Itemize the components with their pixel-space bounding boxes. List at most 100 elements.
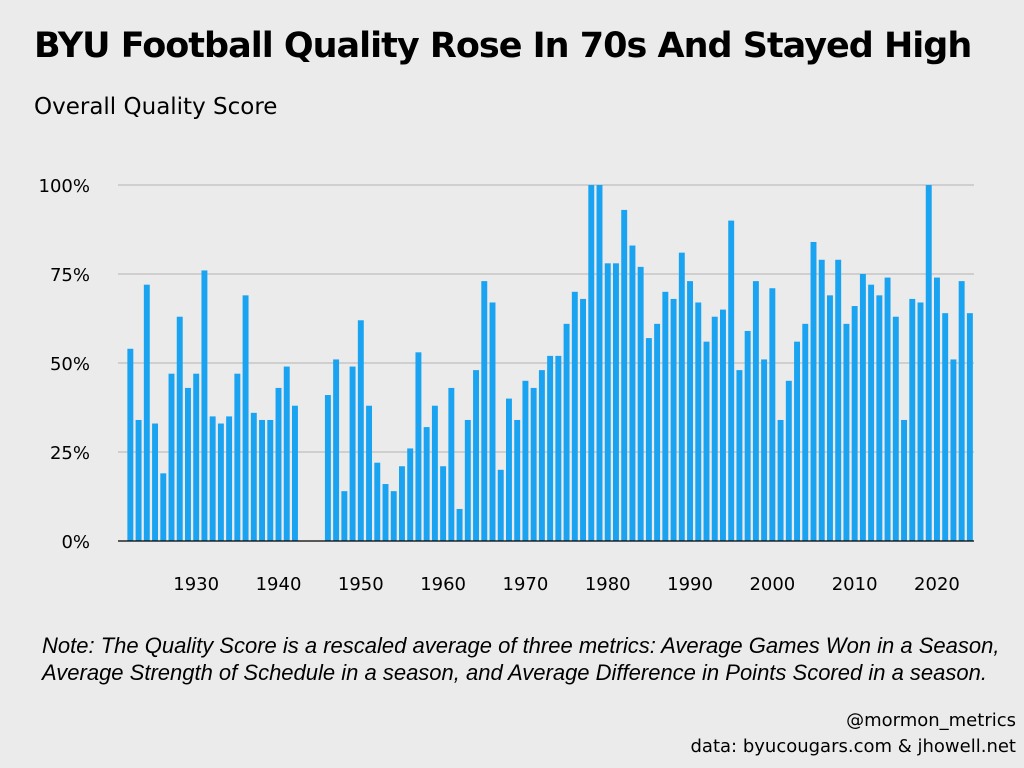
bar-1955 — [399, 466, 405, 541]
x-tick-label: 1970 — [503, 574, 549, 595]
bar-1995 — [728, 220, 735, 541]
y-tick-label: 0% — [61, 532, 90, 553]
bar-1949 — [349, 366, 356, 541]
y-tick-label: 50% — [50, 354, 90, 375]
bar-1966 — [489, 302, 496, 541]
bar-1971 — [530, 387, 537, 541]
bar-1964 — [473, 370, 480, 541]
bar-1992 — [703, 341, 710, 541]
bar-1940 — [275, 387, 282, 541]
x-tick-label: 2020 — [914, 574, 960, 595]
bar-1973 — [547, 355, 554, 541]
bar-2017 — [909, 298, 916, 541]
bar-2011 — [859, 274, 866, 541]
x-tick-label: 2010 — [832, 574, 878, 595]
bar-1942 — [292, 405, 298, 541]
bar-1961 — [448, 387, 455, 541]
bar-1997 — [744, 330, 751, 541]
bar-1978 — [588, 185, 595, 541]
bar-1935 — [234, 373, 241, 541]
bar-2013 — [876, 295, 883, 541]
bar-1952 — [374, 462, 381, 541]
y-tick-label: 75% — [50, 265, 90, 286]
bar-2015 — [892, 316, 899, 541]
bar-1993 — [711, 316, 718, 541]
bar-1962 — [456, 508, 463, 541]
bar-2020 — [934, 277, 940, 541]
bar-1987 — [662, 291, 669, 541]
bar-1950 — [357, 320, 364, 541]
bar-1925 — [152, 423, 159, 541]
bar-2006 — [818, 259, 825, 541]
chart-title: BYU Football Quality Rose In 70s And Sta… — [34, 26, 972, 66]
bar-1980 — [604, 263, 611, 541]
x-tick-label: 1950 — [338, 574, 384, 595]
bar-chart: 0% 25% 50% 75% 100% 1930 1940 1950 1960 1970 1980 1… — [39, 176, 974, 595]
bar-1953 — [382, 484, 389, 541]
bar-1960 — [440, 466, 447, 541]
bar-1985 — [645, 338, 652, 541]
x-tick-label: 2000 — [749, 574, 795, 595]
bar-2016 — [901, 419, 908, 541]
x-tick-label: 1980 — [585, 574, 631, 595]
bar-1972 — [538, 370, 545, 541]
bar-1941 — [283, 366, 290, 541]
x-tick-label: 1990 — [667, 574, 713, 595]
bar-1929 — [185, 387, 191, 541]
bar-1931 — [201, 270, 208, 541]
bars — [127, 185, 973, 542]
bar-1988 — [670, 298, 677, 541]
y-tick-label: 25% — [50, 443, 90, 464]
bar-1948 — [341, 491, 348, 541]
y-tick-label: 100% — [39, 176, 90, 197]
bar-1986 — [654, 323, 661, 541]
bar-1977 — [580, 298, 587, 541]
bar-1994 — [720, 309, 726, 541]
bar-1976 — [571, 291, 578, 541]
bar-1951 — [366, 405, 373, 541]
x-tick-label: 1960 — [420, 574, 466, 595]
bar-1924 — [143, 284, 150, 541]
bar-1926 — [160, 473, 167, 541]
bar-1969 — [514, 419, 521, 541]
bar-1983 — [629, 245, 636, 541]
bar-1947 — [333, 359, 340, 541]
bar-1957 — [415, 352, 422, 541]
data-source: data: byucougars.com & jhowell.net — [690, 736, 1017, 757]
bar-2005 — [810, 241, 817, 541]
bar-1967 — [497, 469, 504, 541]
bar-2003 — [794, 341, 801, 541]
bar-1996 — [736, 370, 743, 541]
bar-1939 — [267, 419, 274, 541]
bar-2010 — [851, 306, 858, 541]
bar-2021 — [942, 313, 949, 541]
bar-1984 — [637, 266, 644, 541]
bar-1954 — [390, 491, 397, 541]
bar-1946 — [324, 395, 331, 541]
bar-1956 — [407, 448, 414, 541]
bar-2004 — [802, 323, 809, 541]
x-tick-label: 1940 — [256, 574, 302, 595]
bar-2002 — [785, 380, 792, 541]
bar-1959 — [431, 405, 438, 541]
bar-2019 — [925, 185, 932, 541]
bar-1934 — [226, 416, 233, 541]
bar-1922 — [127, 348, 134, 541]
bar-1936 — [242, 295, 249, 541]
methodology-note: Note: The Quality Score is a rescaled av… — [42, 633, 1000, 685]
bar-1981 — [613, 263, 619, 541]
bar-2001 — [777, 419, 784, 541]
bar-1991 — [695, 302, 702, 541]
bar-2012 — [868, 284, 875, 541]
bar-1963 — [464, 419, 471, 541]
bar-1933 — [217, 423, 224, 541]
bar-1923 — [135, 419, 142, 541]
bar-1928 — [176, 316, 183, 541]
x-tick-label: 1930 — [173, 574, 219, 595]
bar-1965 — [481, 281, 488, 541]
axes: 0% 25% 50% 75% 100% 1930 1940 1950 1960 1970 1980 1… — [39, 176, 974, 595]
chart-subtitle: Overall Quality Score — [34, 94, 278, 120]
bar-1927 — [168, 373, 175, 541]
bar-2023 — [958, 281, 965, 541]
bar-1975 — [563, 323, 570, 541]
